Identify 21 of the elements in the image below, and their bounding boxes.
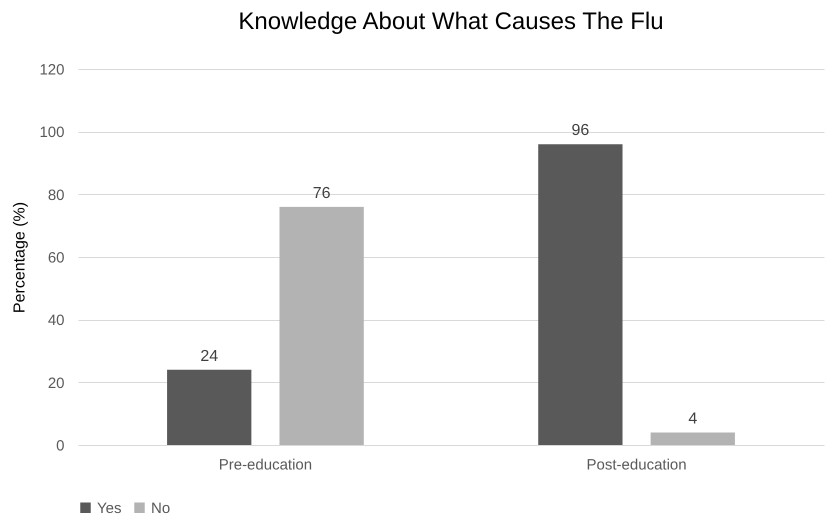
chart-title: Knowledge About What Causes The Flu (238, 8, 664, 35)
bar (167, 370, 252, 445)
y-tick-label: 80 (48, 186, 64, 204)
y-tick-label: 20 (48, 374, 64, 392)
x-tick-label: Pre-education (218, 456, 312, 474)
data-label: 4 (688, 410, 698, 428)
legend-label: Yes (97, 500, 122, 517)
data-label: 96 (571, 122, 590, 140)
data-label: 24 (200, 348, 218, 365)
y-tick-label: 60 (48, 250, 64, 266)
x-tick-label: Post-education (586, 456, 687, 474)
bar (279, 206, 364, 445)
data-label: 76 (312, 184, 331, 202)
y-axis-title: Percentage (%) (11, 202, 28, 314)
legend-label: No (151, 500, 170, 517)
y-tick-label: 100 (39, 124, 64, 142)
bar (650, 432, 735, 445)
y-tick-label: 40 (48, 312, 64, 330)
y-tick-label: 0 (56, 438, 64, 454)
bar (538, 144, 623, 445)
y-tick-label: 120 (39, 62, 64, 78)
